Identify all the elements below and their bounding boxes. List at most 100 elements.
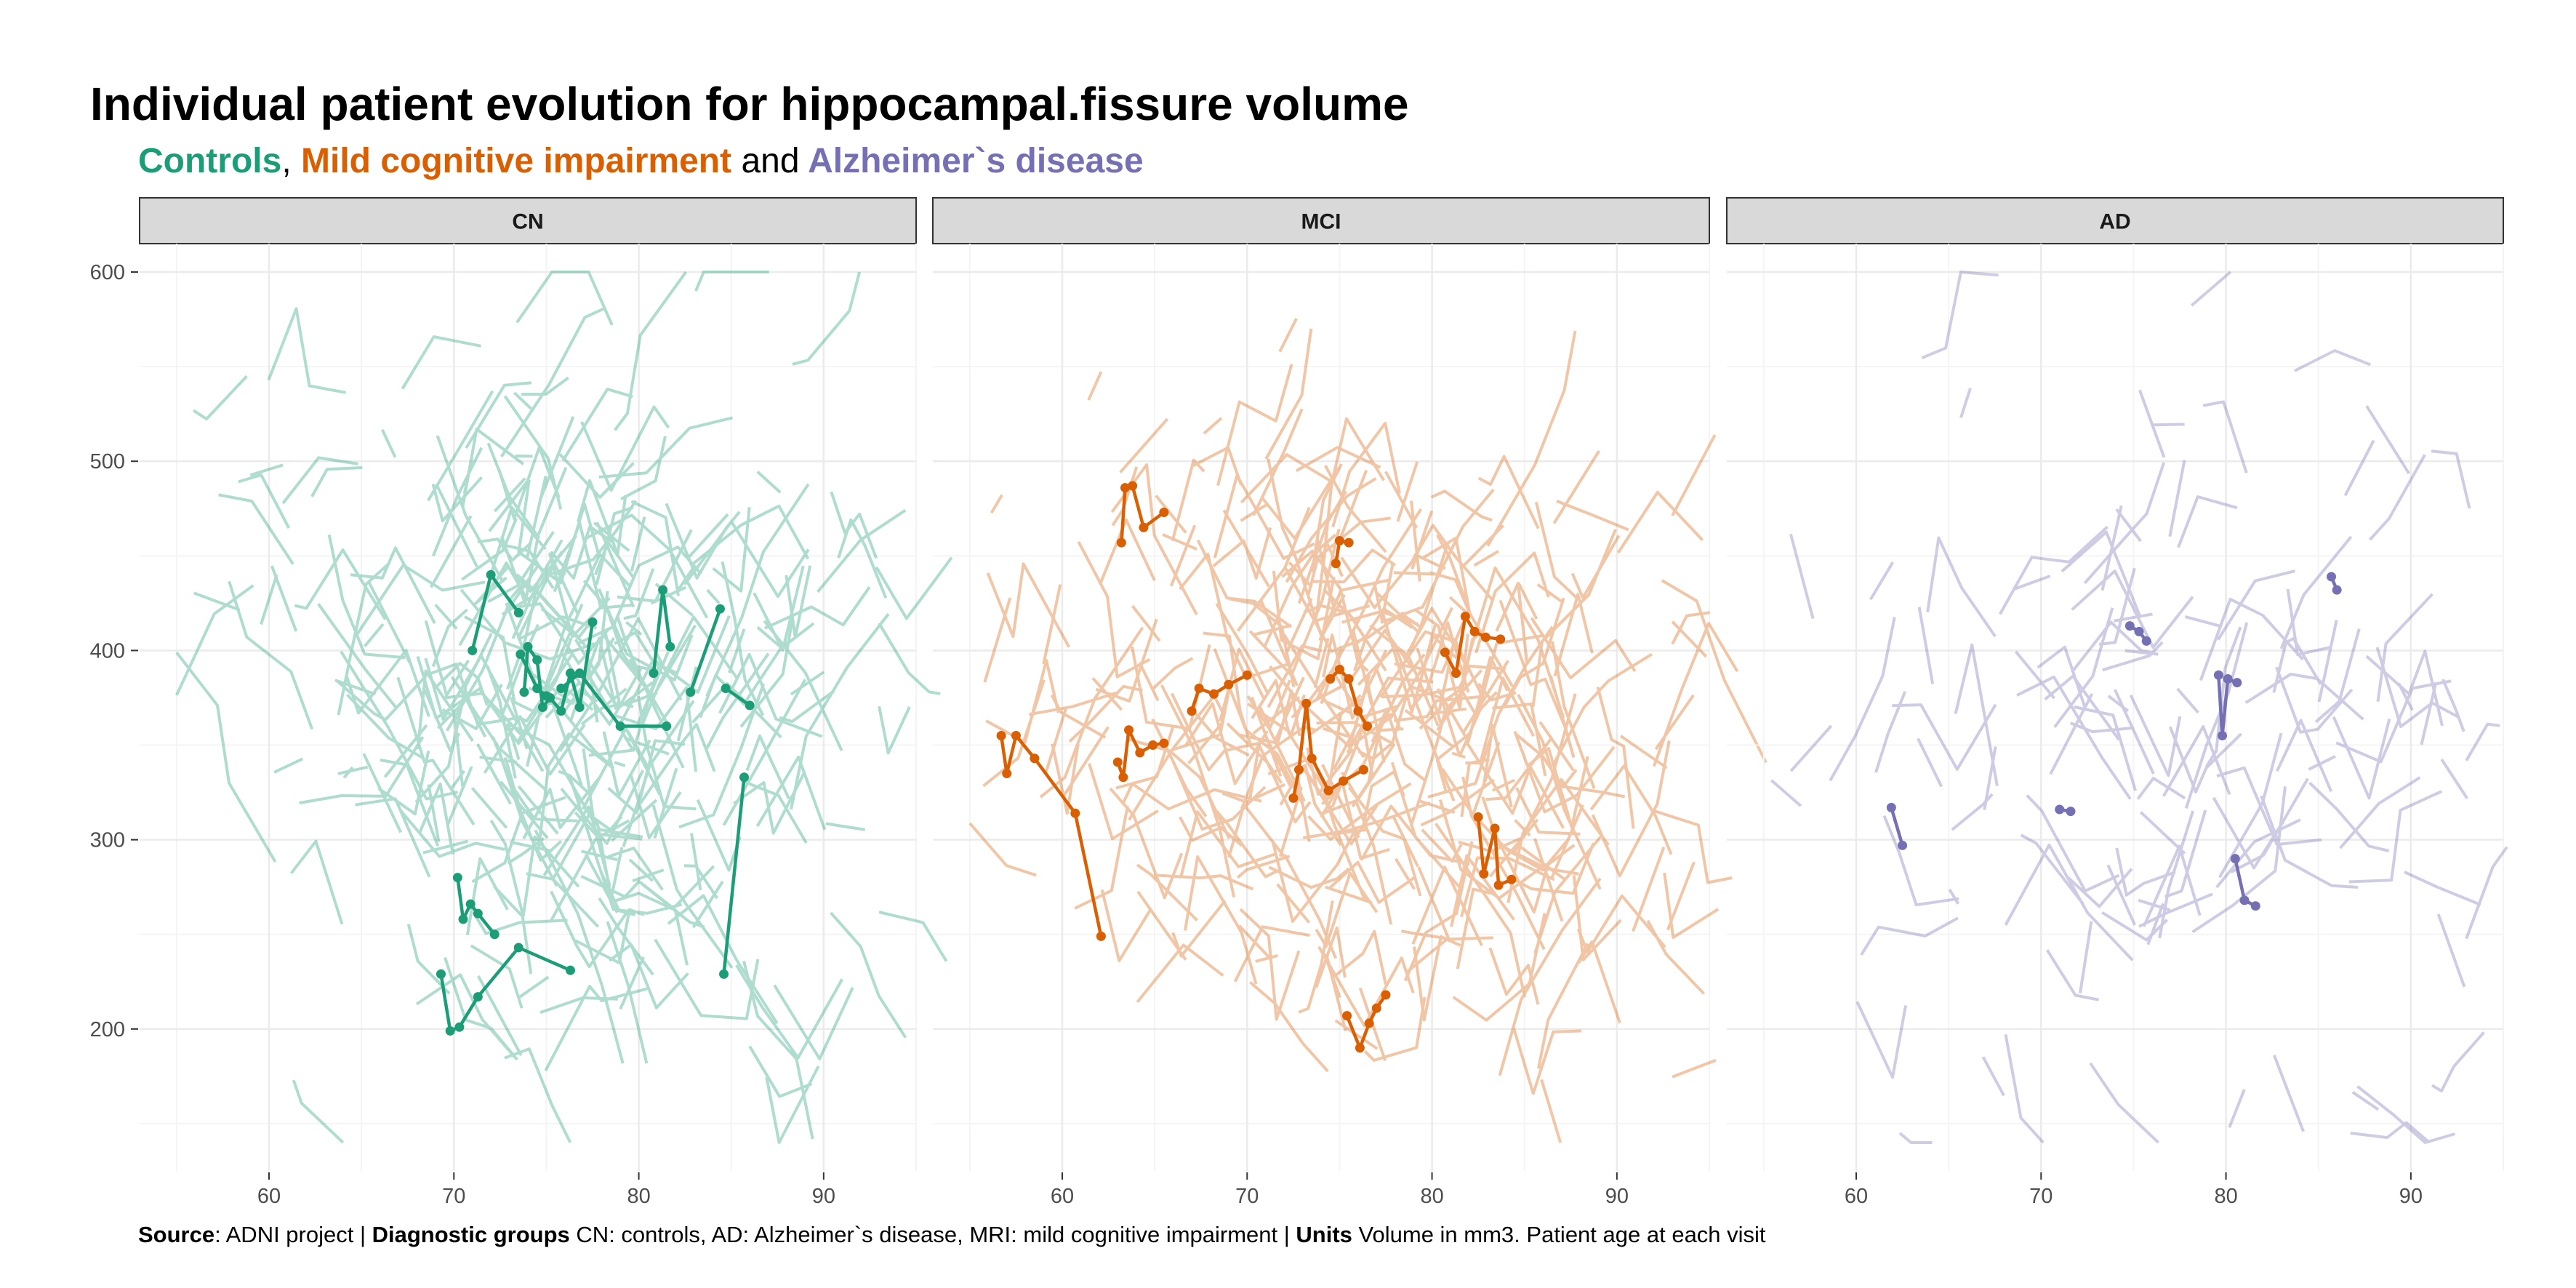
background-trajectory — [1227, 803, 1286, 859]
background-trajectory — [522, 777, 601, 840]
background-trajectory — [1128, 750, 1231, 839]
background-trajectory — [2293, 349, 2372, 372]
background-trajectory — [654, 938, 760, 1020]
background-trajectory — [1464, 740, 1565, 829]
background-trajectory — [1495, 582, 1554, 665]
background-trajectory — [1654, 694, 1695, 751]
background-trajectory — [2069, 721, 2132, 734]
background-trajectory — [488, 479, 529, 532]
background-trajectory — [588, 666, 660, 757]
background-trajectory — [1251, 679, 1330, 797]
trajectory-point — [541, 691, 551, 701]
background-trajectory — [1413, 553, 1446, 570]
background-trajectory — [1441, 741, 1501, 816]
background-trajectory — [1440, 691, 1498, 758]
background-trajectory — [1557, 784, 1626, 799]
background-trajectory — [249, 463, 284, 477]
background-trajectory — [2230, 777, 2309, 873]
x-tick-label: 90 — [1605, 1185, 1629, 1208]
background-trajectory — [1506, 777, 1610, 903]
background-trajectory — [1353, 639, 1367, 671]
trajectory-point — [1334, 664, 1344, 674]
background-trajectory — [1369, 624, 1440, 727]
background-trajectory — [550, 890, 630, 969]
background-trajectory — [192, 375, 248, 421]
x-axis: 60 70 80 90 — [1051, 1172, 1629, 1208]
trajectory-point — [1135, 748, 1145, 758]
background-trajectory — [1306, 747, 1355, 796]
background-trajectory — [406, 924, 451, 995]
background-trajectory — [1315, 871, 1379, 948]
background-trajectory — [424, 620, 470, 697]
background-trajectory — [598, 897, 654, 976]
background-trajectory — [396, 676, 476, 825]
background-trajectory — [2074, 705, 2138, 791]
background-trajectory — [1187, 720, 1225, 764]
background-trajectory — [493, 477, 526, 513]
background-trajectory — [611, 799, 658, 842]
background-trajectory — [656, 615, 739, 689]
trajectory-point — [1342, 1011, 1352, 1021]
background-trajectory — [1160, 684, 1236, 898]
trajectory-point — [1496, 634, 1506, 644]
background-trajectory — [299, 736, 425, 805]
background-trajectory — [632, 868, 665, 883]
background-trajectory — [1419, 638, 1485, 730]
background-trajectory — [1168, 788, 1262, 811]
background-trajectory — [1530, 617, 1637, 680]
background-trajectory — [1109, 787, 1184, 900]
background-trajectory — [1417, 799, 1456, 815]
trajectory-point — [745, 700, 755, 711]
background-trajectory — [1215, 809, 1279, 879]
background-trajectory — [533, 586, 580, 639]
background-trajectory — [830, 491, 878, 559]
y-tick-label: 400 — [90, 639, 125, 663]
background-trajectory — [317, 603, 398, 709]
background-trajectory — [686, 513, 729, 561]
background-trajectory — [1534, 501, 1578, 599]
background-trajectory — [712, 507, 751, 593]
background-trajectory — [1311, 548, 1397, 584]
background-trajectory — [628, 858, 654, 882]
background-trajectory — [511, 539, 563, 639]
background-trajectory — [1252, 408, 1304, 516]
background-trajectory — [1459, 524, 1505, 570]
background-trajectory — [2107, 695, 2130, 713]
x-axis: 60 70 80 90 — [1845, 1172, 2423, 1208]
background-trajectory — [792, 271, 862, 366]
background-trajectory — [1320, 698, 1353, 715]
background-trajectory — [968, 822, 1037, 877]
background-trajectory — [1131, 604, 1161, 642]
background-trajectory — [368, 582, 412, 664]
trajectory-point — [1148, 740, 1158, 751]
highlight-trajectory — [2327, 572, 2342, 595]
trajectory-point — [1451, 668, 1461, 679]
background-trajectory — [2215, 818, 2301, 889]
background-trajectory — [1408, 684, 1464, 702]
trajectory-point — [996, 731, 1006, 741]
background-trajectory — [427, 784, 441, 842]
background-trajectory — [816, 508, 907, 593]
background-trajectory — [1373, 665, 1401, 729]
background-trajectory — [1310, 463, 1343, 572]
background-trajectory — [1170, 692, 1262, 772]
background-trajectory — [415, 973, 516, 1058]
background-trajectory — [561, 388, 633, 462]
background-trajectory — [2114, 612, 2153, 623]
background-trajectory — [2191, 786, 2287, 934]
background-trajectory — [1577, 940, 1621, 1024]
background-trajectory — [427, 390, 494, 502]
background-trajectory — [400, 810, 505, 858]
background-trajectory — [2275, 719, 2333, 793]
background-trajectory — [609, 943, 689, 1009]
background-trajectory — [1121, 782, 1171, 811]
background-trajectory — [1617, 490, 1704, 554]
background-trajectory — [1536, 583, 1563, 604]
background-trajectory — [544, 985, 649, 1072]
background-trajectory — [2026, 794, 2120, 892]
background-trajectory — [1671, 620, 1708, 658]
background-trajectory — [598, 588, 694, 681]
background-trajectory — [1363, 996, 1427, 1062]
background-trajectory — [483, 715, 586, 776]
